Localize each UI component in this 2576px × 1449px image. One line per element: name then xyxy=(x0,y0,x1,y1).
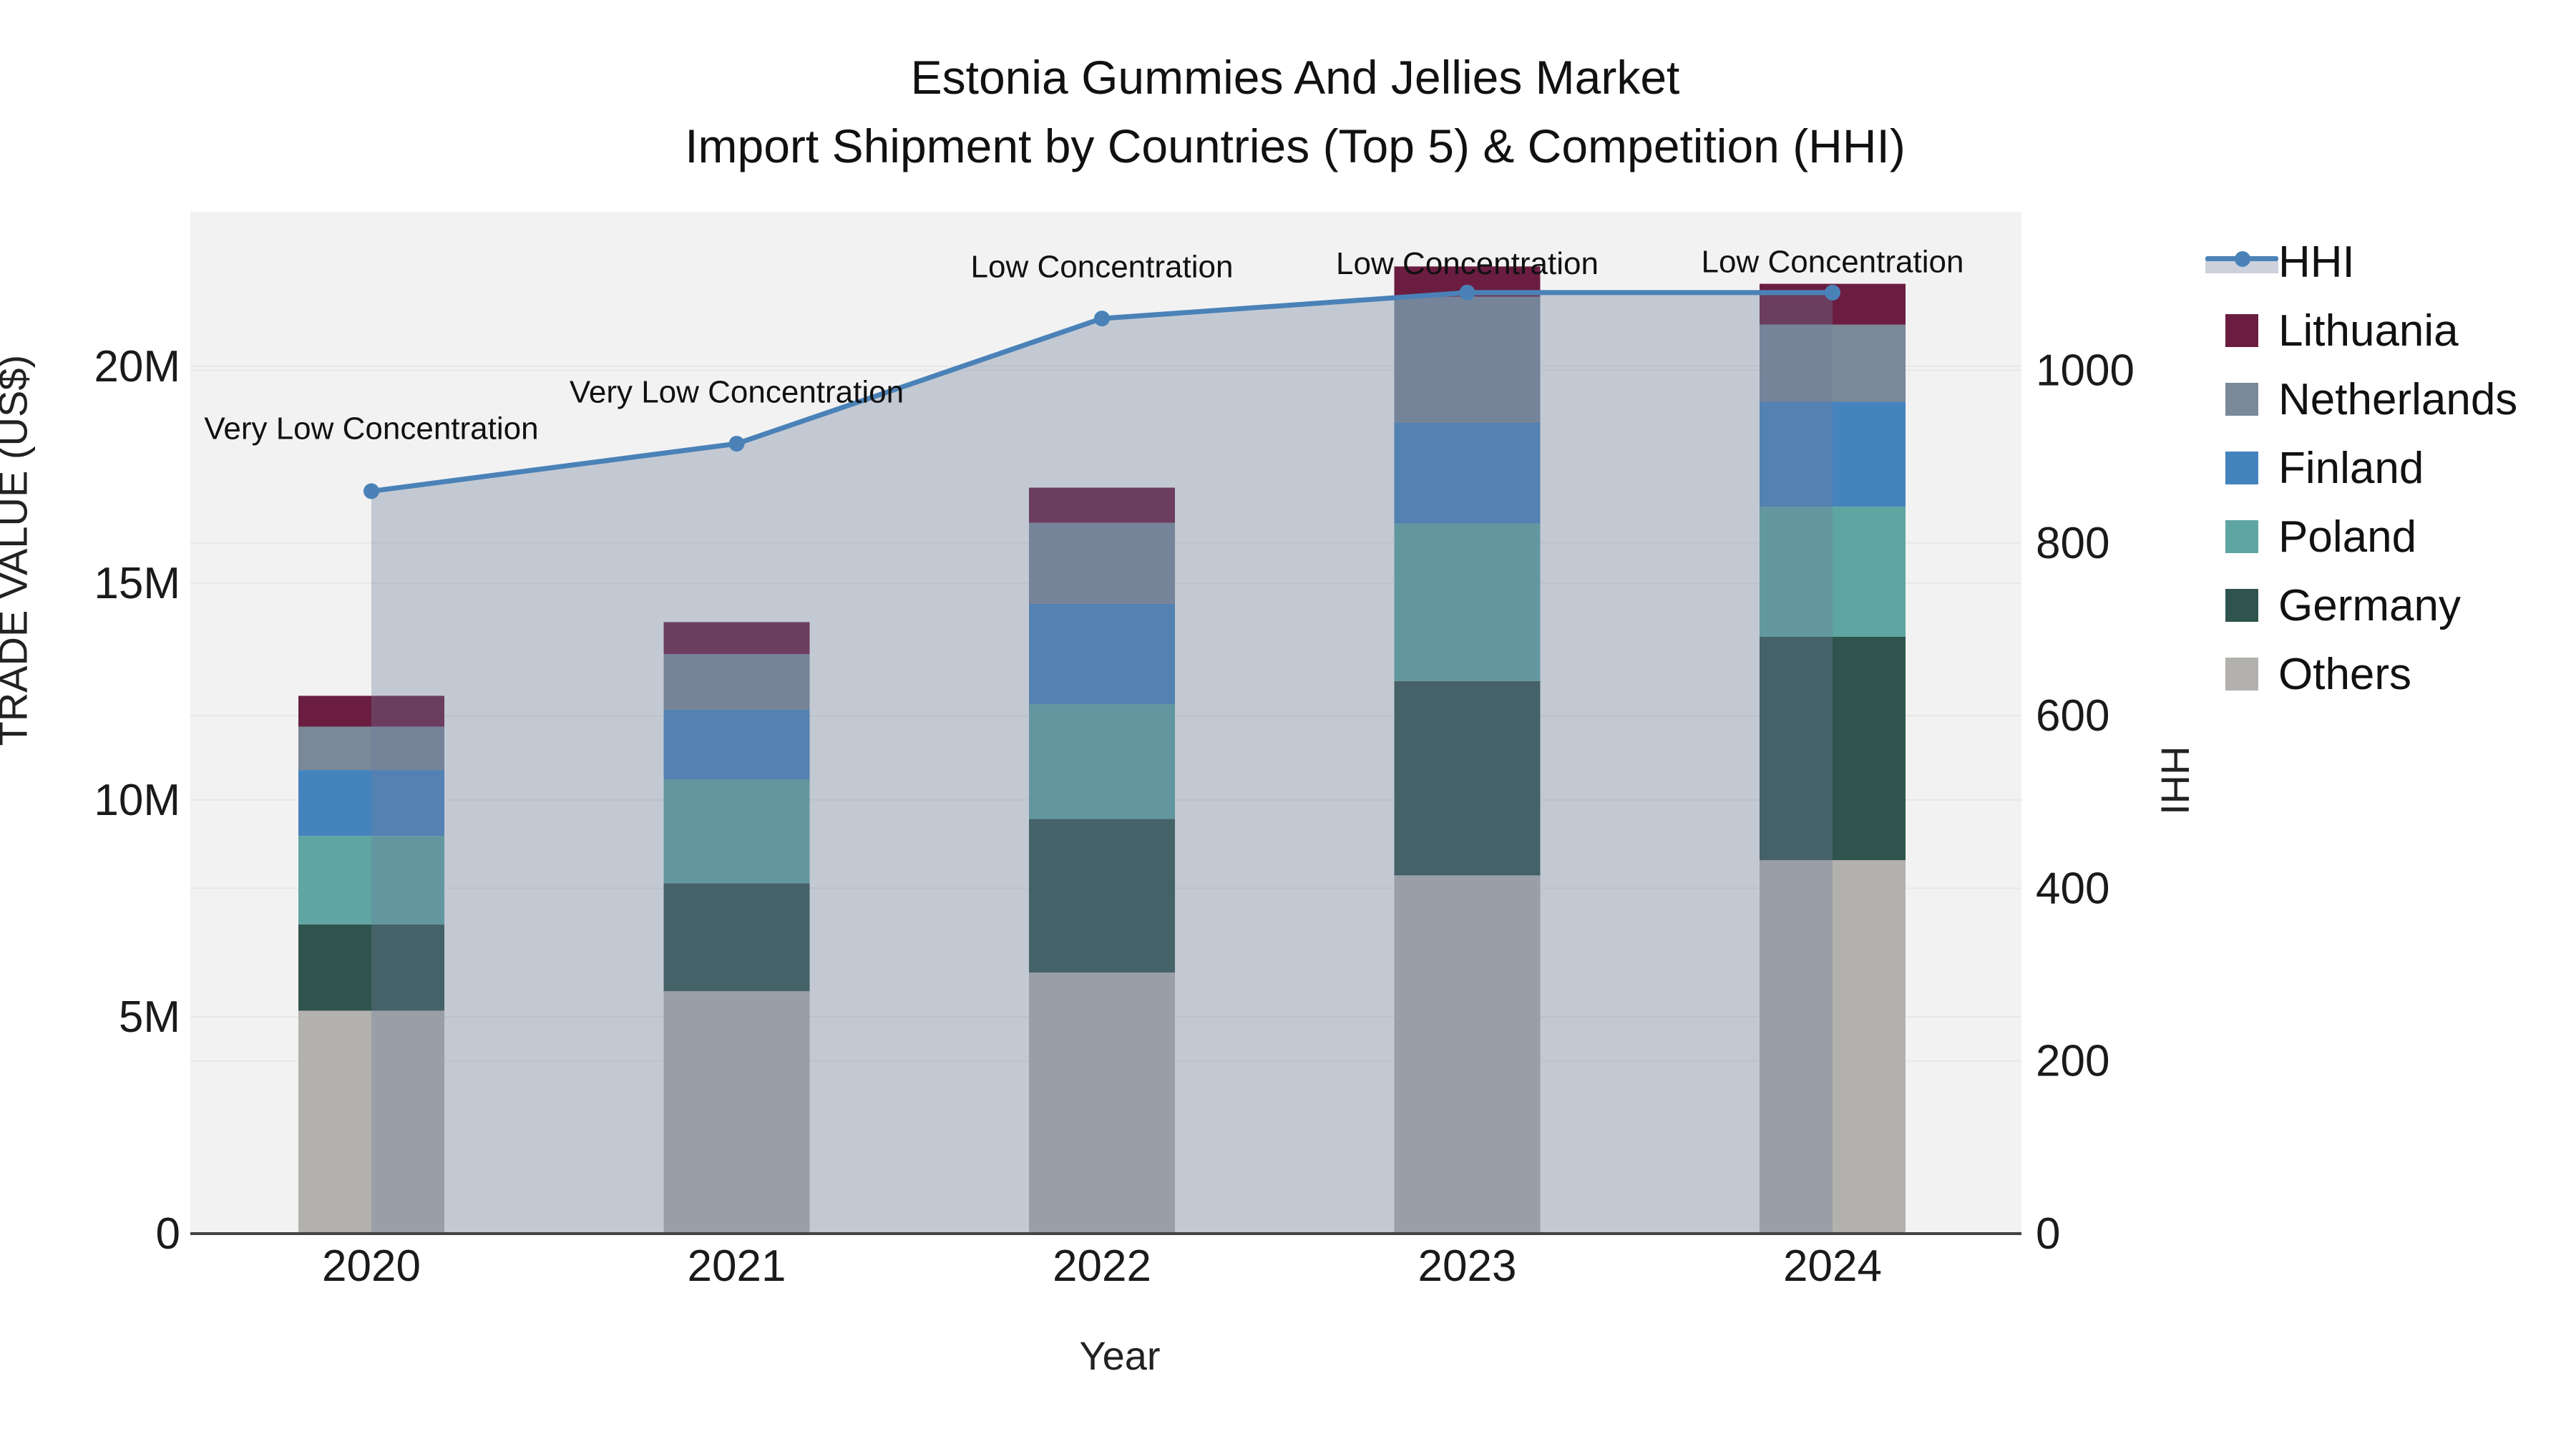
x-tick-label: 2023 xyxy=(1418,1241,1517,1291)
bar-segment-germany-2024[interactable] xyxy=(1760,636,1906,861)
bar-segment-netherlands-2020[interactable] xyxy=(298,726,444,771)
finland-swatch-icon xyxy=(2225,452,2258,484)
bar-segment-others-2023[interactable] xyxy=(1394,875,1541,1234)
bar-segment-netherlands-2023[interactable] xyxy=(1394,296,1541,423)
right-tick-label: 800 xyxy=(2036,519,2109,568)
hhi-marker-2021[interactable] xyxy=(728,436,745,452)
bar-segment-lithuania-2020[interactable] xyxy=(298,696,444,727)
right-tick-label: 0 xyxy=(2036,1209,2060,1259)
legend-label: Germany xyxy=(2278,580,2461,630)
annotation-2022: Low Concentration xyxy=(971,250,1234,285)
legend-item-germany[interactable]: Germany xyxy=(2205,571,2517,640)
legend-item-others[interactable]: Others xyxy=(2205,640,2517,708)
bar-segment-others-2021[interactable] xyxy=(663,991,810,1234)
chart-title-line1: Estonia Gummies And Jellies Market xyxy=(910,51,1680,104)
netherlands-swatch-icon xyxy=(2225,383,2258,416)
bar-segment-poland-2021[interactable] xyxy=(663,779,810,884)
germany-swatch-icon xyxy=(2225,589,2258,622)
right-axis-title: HHI xyxy=(2152,746,2198,815)
axes: 0 5M 10M 15M 20M 0 200 400 600 800 1000 2020 2021 202… xyxy=(94,342,2135,1291)
x-tick-label: 2022 xyxy=(1053,1241,1151,1291)
bar-segment-poland-2022[interactable] xyxy=(1029,703,1175,819)
annotation-2024: Low Concentration xyxy=(1702,244,1964,279)
legend-label: Lithuania xyxy=(2278,306,2459,356)
hhi-marker-2022[interactable] xyxy=(1094,311,1110,327)
bar-segment-others-2022[interactable] xyxy=(1029,972,1175,1234)
left-axis-title: TRADE VALUE (US$) xyxy=(0,354,36,746)
bar-segment-poland-2024[interactable] xyxy=(1760,507,1906,637)
legend-label: Others xyxy=(2278,649,2412,699)
bar-segment-germany-2021[interactable] xyxy=(663,883,810,992)
bar-segment-germany-2022[interactable] xyxy=(1029,819,1175,973)
chart-title: Estonia Gummies And Jellies Market Impor… xyxy=(0,43,2576,180)
left-tick-label: 5M xyxy=(119,992,180,1042)
bar-segment-netherlands-2024[interactable] xyxy=(1760,324,1906,402)
legend: HHI Lithuania Netherlands Finland Poland… xyxy=(2205,228,2517,708)
right-tick-label: 400 xyxy=(2036,864,2109,913)
x-tick-label: 2020 xyxy=(322,1241,421,1291)
legend-label: HHI xyxy=(2278,237,2355,287)
hhi-marker-2023[interactable] xyxy=(1459,284,1475,301)
bar-segment-finland-2022[interactable] xyxy=(1029,603,1175,704)
hhi-marker-2020[interactable] xyxy=(364,483,379,499)
legend-label: Finland xyxy=(2278,443,2424,493)
legend-item-finland[interactable]: Finland xyxy=(2205,434,2517,502)
hhi-line-swatch-icon xyxy=(2205,246,2278,278)
x-axis-title: Year xyxy=(1079,1333,1161,1378)
bar-segment-finland-2023[interactable] xyxy=(1394,422,1541,524)
legend-item-hhi[interactable]: HHI xyxy=(2205,228,2517,296)
bar-segment-netherlands-2022[interactable] xyxy=(1029,522,1175,604)
hhi-area-fill xyxy=(371,292,1833,1234)
right-tick-label: 600 xyxy=(2036,691,2109,741)
annotation-2020: Very Low Concentration xyxy=(204,411,538,446)
legend-item-lithuania[interactable]: Lithuania xyxy=(2205,296,2517,365)
bar-segment-others-2020[interactable] xyxy=(298,1010,444,1234)
chart-title-line2: Import Shipment by Countries (Top 5) & C… xyxy=(685,119,1906,172)
annotations: Very Low Concentration Very Low Concentra… xyxy=(204,244,1963,446)
poland-swatch-icon xyxy=(2225,520,2258,553)
bar-segment-others-2024[interactable] xyxy=(1760,860,1906,1234)
legend-item-poland[interactable]: Poland xyxy=(2205,502,2517,571)
bar-segment-germany-2023[interactable] xyxy=(1394,680,1541,876)
annotation-2023: Low Concentration xyxy=(1336,246,1599,281)
hhi-marker-2024[interactable] xyxy=(1825,284,1840,301)
left-tick-label: 20M xyxy=(94,342,180,391)
stacked-bars xyxy=(298,266,1906,1234)
right-tick-label: 1000 xyxy=(2036,346,2135,396)
bar-segment-poland-2023[interactable] xyxy=(1394,523,1541,681)
x-tick-label: 2021 xyxy=(688,1241,786,1291)
bar-segment-poland-2020[interactable] xyxy=(298,836,444,924)
bar-segment-finland-2024[interactable] xyxy=(1760,401,1906,507)
legend-label: Netherlands xyxy=(2278,374,2518,424)
bar-segment-lithuania-2022[interactable] xyxy=(1029,487,1175,523)
left-tick-label: 0 xyxy=(156,1209,180,1259)
x-tick-label: 2024 xyxy=(1783,1241,1882,1291)
legend-label: Poland xyxy=(2278,512,2417,562)
legend-item-netherlands[interactable]: Netherlands xyxy=(2205,365,2517,434)
bar-segment-netherlands-2021[interactable] xyxy=(663,654,810,710)
lithuania-swatch-icon xyxy=(2225,314,2258,347)
right-tick-label: 200 xyxy=(2036,1037,2109,1086)
bar-segment-germany-2020[interactable] xyxy=(298,924,444,1011)
others-swatch-icon xyxy=(2225,658,2258,691)
annotation-2021: Very Low Concentration xyxy=(570,375,904,410)
left-tick-label: 10M xyxy=(94,776,180,825)
hhi-markers xyxy=(364,284,1840,499)
left-tick-label: 15M xyxy=(94,559,180,608)
bar-segment-lithuania-2021[interactable] xyxy=(663,622,810,655)
bar-segment-finland-2021[interactable] xyxy=(663,709,810,780)
bar-segment-finland-2020[interactable] xyxy=(298,770,444,836)
